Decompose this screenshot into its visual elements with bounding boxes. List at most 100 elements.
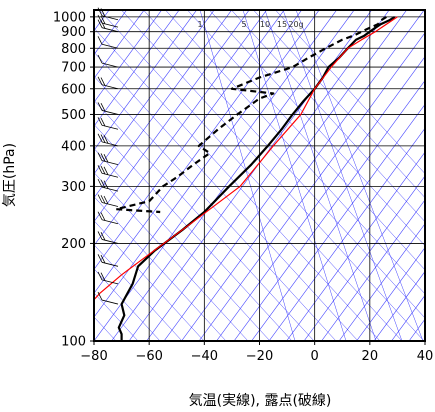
wind-barb-flag xyxy=(103,135,109,144)
wind-barb-flag xyxy=(100,272,106,281)
y-tick-label: 300 xyxy=(61,180,86,195)
adiabat-line xyxy=(94,75,337,341)
wind-barb-flag xyxy=(97,133,103,143)
mixing-ratio-label: 20g xyxy=(288,20,303,29)
wind-barb-staff xyxy=(101,43,119,49)
adiabat-line xyxy=(231,10,425,223)
isotherm-line xyxy=(321,199,425,341)
x-axis-label: 気温(実線), 露点(破線) xyxy=(189,393,332,409)
wind-barb-flag xyxy=(100,179,106,189)
isotherm-line xyxy=(198,32,425,341)
wind-barb xyxy=(97,271,119,285)
wind-barb-staff xyxy=(101,62,119,68)
wind-barb xyxy=(97,19,119,33)
isotherm-line xyxy=(94,10,180,127)
wind-barb-staff xyxy=(101,172,119,178)
wind-barb-flag xyxy=(97,19,103,28)
adiabat-line xyxy=(253,10,425,199)
wind-barb-flag xyxy=(103,180,109,189)
isotherm-line xyxy=(251,103,425,341)
wind-barb-flag xyxy=(97,165,103,174)
wind-barb-staff xyxy=(101,27,119,33)
isotherm-line xyxy=(94,10,303,294)
isotherm-line xyxy=(338,223,425,341)
mixing-ratio-label: 10 xyxy=(260,20,270,29)
mixing-ratio-line xyxy=(264,10,377,341)
wind-barb-flag xyxy=(97,152,103,161)
x-tick-label: −60 xyxy=(135,349,162,364)
wind-barb xyxy=(97,102,119,115)
dewpoint-profile-line xyxy=(115,15,387,214)
wind-barb xyxy=(97,133,119,147)
adiabat-line xyxy=(94,244,183,341)
x-tick-label: 20 xyxy=(362,349,379,364)
wind-barb-flag xyxy=(97,117,103,126)
x-tick-label: −80 xyxy=(80,349,107,364)
adiabat-line xyxy=(275,10,425,174)
wind-barb xyxy=(97,36,119,49)
wind-barb-flag xyxy=(97,36,103,45)
adiabat-line xyxy=(121,10,425,341)
mixing-ratio-line xyxy=(295,10,424,341)
adiabat-line xyxy=(209,10,425,247)
isotherm-line xyxy=(303,175,425,341)
isotherm-line xyxy=(391,294,425,341)
wind-barb xyxy=(97,165,119,178)
mixing-ratio-label: 5 xyxy=(241,20,246,29)
wind-barb-flag xyxy=(103,195,109,205)
isotherm-line xyxy=(94,10,198,151)
isotherm-line xyxy=(163,10,408,341)
y-tick-label: 400 xyxy=(61,139,86,154)
wind-barb-flag xyxy=(103,153,109,163)
parcel-curve-line xyxy=(94,16,398,301)
wind-barb-flag xyxy=(97,102,103,111)
isotherm-line xyxy=(94,10,215,175)
wind-barb xyxy=(97,76,119,90)
isotherm-line xyxy=(146,10,390,341)
wind-barb-flag xyxy=(100,195,106,204)
wind-barb xyxy=(97,211,119,225)
isotherm-line xyxy=(111,10,355,341)
isotherm-line xyxy=(233,79,425,341)
wind-barb-flag xyxy=(100,212,106,221)
adiabat-line xyxy=(94,172,249,341)
adiabat-line xyxy=(143,10,425,319)
x-tick-label: 40 xyxy=(417,349,434,364)
isotherm-line xyxy=(356,247,425,341)
isotherm-line xyxy=(286,151,425,341)
wind-barb xyxy=(97,254,119,267)
isotherm-line xyxy=(94,10,285,270)
y-tick-label: 100 xyxy=(61,335,86,350)
wind-barb-staff xyxy=(101,141,119,147)
wind-barb-flag xyxy=(97,178,103,188)
mixing-ratio-label: 1 xyxy=(197,20,202,29)
wind-barb-flag xyxy=(100,153,106,162)
wind-barb-flag xyxy=(97,76,103,85)
adiabat-line xyxy=(94,196,227,341)
wind-barb-flag xyxy=(97,231,103,240)
isotherm-line xyxy=(268,127,425,341)
y-axis-label: 気圧(hPa) xyxy=(2,143,18,207)
wind-barb-flag xyxy=(97,254,103,263)
mixing-ratio-label: 15 xyxy=(277,20,287,29)
wind-barb xyxy=(97,178,119,192)
isotherm-line xyxy=(94,10,163,103)
wind-barb-flag xyxy=(100,20,106,29)
wind-barb-flag xyxy=(97,291,103,301)
adiabat-line xyxy=(94,27,381,341)
wind-barb-flag xyxy=(100,117,106,127)
x-tick-label: −20 xyxy=(246,349,273,364)
wind-barb-flag xyxy=(97,54,103,64)
adiabat-line xyxy=(94,124,293,341)
adiabat-line xyxy=(94,220,205,341)
mixing-ratio-line xyxy=(199,10,296,341)
wind-barb-flag xyxy=(100,231,106,241)
wind-barb xyxy=(97,117,119,130)
wind-barb-staff xyxy=(101,160,119,166)
isotherm-line xyxy=(427,0,435,341)
adiabat-line xyxy=(94,51,359,341)
isotherm-line xyxy=(94,10,250,223)
wind-barb xyxy=(97,291,119,305)
y-tick-label: 600 xyxy=(61,82,86,97)
